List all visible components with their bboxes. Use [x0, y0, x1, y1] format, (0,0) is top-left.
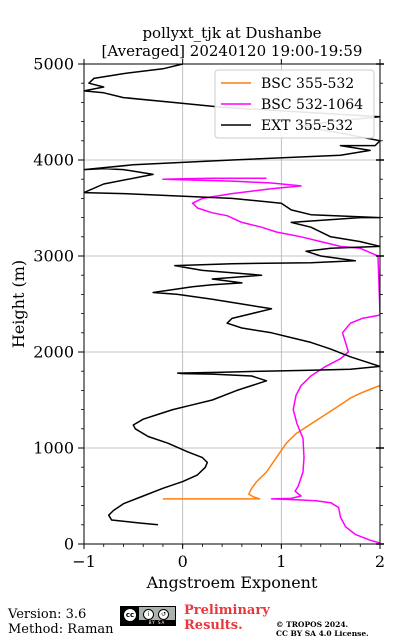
- y-tick-label: 0: [64, 535, 74, 554]
- x-tick-label: 1: [276, 552, 286, 571]
- copyright-line-1: © TROPOS 2024.: [276, 620, 349, 629]
- legend: BSC 355-532 BSC 532-1064 EXT 355-532: [214, 69, 375, 139]
- y-tick-label: 1000: [33, 439, 74, 458]
- legend-box: [214, 69, 375, 139]
- chart-title-line-1: pollyxt_tjk at Dushanbe: [142, 24, 321, 42]
- version-label: Version: 3.6: [8, 607, 87, 622]
- legend-entry-3: EXT 355-532: [261, 118, 353, 134]
- copyright-line-2: CC BY SA 4.0 License.: [276, 629, 369, 638]
- cc-by-sa-icon: cc i ↺ BY SA: [120, 606, 176, 626]
- series: [84, 64, 380, 544]
- x-tick-label: −1: [72, 552, 96, 571]
- plot-frame: [83, 63, 381, 545]
- x-tick-label: 2: [375, 552, 385, 571]
- series-line-1: [162, 384, 380, 500]
- y-tick-label: 4000: [33, 151, 74, 170]
- legend-entry-1: BSC 355-532: [261, 76, 354, 92]
- chart: pollyxt_tjk at Dushanbe[Averaged] 202401…: [9, 24, 385, 592]
- chart-title-line-2: [Averaged] 20240120 19:00-19:59: [102, 42, 363, 60]
- series-line-2: [162, 177, 380, 544]
- preliminary-notice: Preliminary Results.: [184, 603, 270, 633]
- chart-title: pollyxt_tjk at Dushanbe[Averaged] 202401…: [102, 24, 363, 60]
- y-tick-label: 2000: [33, 343, 74, 362]
- x-axis-label: Angstroem Exponent: [146, 573, 318, 592]
- copyright-notice: © TROPOS 2024. CC BY SA 4.0 License.: [276, 620, 369, 638]
- method-label: Method: Raman: [8, 622, 114, 637]
- y-tick-label: 5000: [33, 55, 74, 74]
- y-axis-label: Height (m): [9, 260, 28, 348]
- legend-entry-2: BSC 532-1064: [261, 97, 363, 113]
- preliminary-line-2: Results.: [184, 618, 243, 633]
- series-line-3: [84, 64, 380, 526]
- preliminary-line-1: Preliminary: [184, 603, 270, 618]
- x-tick-label: 0: [178, 552, 188, 571]
- y-tick-label: 3000: [33, 247, 74, 266]
